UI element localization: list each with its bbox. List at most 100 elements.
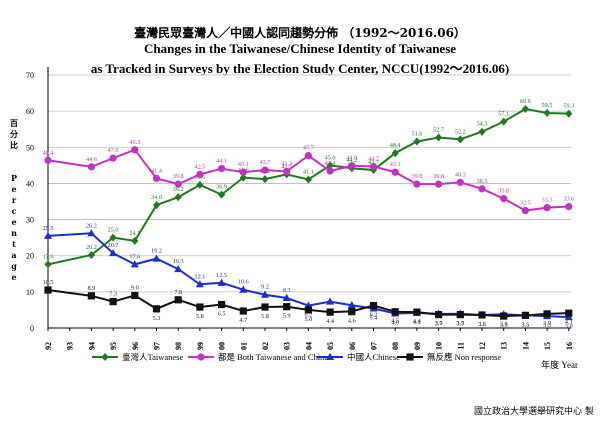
- y-label-char: a: [11, 250, 17, 260]
- data-label: 60.6: [520, 98, 531, 105]
- series-3: 10.5 8.9 7.3 9.0 5.3 7.8 5.8 6.5 4.7 5.8 5.9 5.0 4.4…: [43, 279, 573, 329]
- data-point: [196, 170, 204, 178]
- data-point: [261, 175, 269, 184]
- data-point: [283, 167, 291, 176]
- y-tick-label: 50: [26, 143, 34, 152]
- data-point: [500, 117, 508, 126]
- legend-entry: 都是 Both Taiwanese and Chinese: [188, 352, 336, 362]
- legend-entry: 臺灣人Taiwanese: [92, 352, 183, 362]
- data-label: 17.6: [43, 253, 54, 260]
- legend-label: 都是 Both Taiwanese and Chinese: [218, 352, 336, 362]
- data-point: [87, 229, 96, 237]
- y-tick-label: 0: [30, 324, 34, 333]
- series-line: [47, 289, 569, 318]
- data-label: 43.7: [260, 159, 271, 166]
- data-label: 46.4: [43, 149, 54, 156]
- data-label: 4.1: [565, 319, 573, 326]
- data-label: 26.2: [86, 222, 97, 229]
- data-point: [131, 146, 139, 154]
- chart-title-zh: 臺灣民眾臺灣人／中國人認同趨勢分佈 （1992～2016.06）: [134, 26, 466, 40]
- data-label: 4.2: [413, 319, 421, 326]
- data-label: 52.7: [433, 127, 444, 134]
- data-label: 43.7: [368, 159, 379, 166]
- data-label: 20.2: [86, 244, 97, 251]
- data-point: [44, 260, 52, 269]
- data-point: [500, 312, 508, 320]
- data-label: 47.0: [108, 147, 119, 154]
- data-point: [196, 180, 204, 189]
- data-point: [391, 149, 399, 158]
- data-label: 3.9: [435, 320, 443, 327]
- data-point: [261, 290, 269, 298]
- data-point: [131, 236, 139, 245]
- data-point: [282, 293, 291, 302]
- data-label: 6.2: [305, 312, 313, 319]
- data-label: 33.3: [542, 197, 553, 204]
- data-label: 4.5: [391, 318, 399, 325]
- y-label-char: n: [11, 228, 17, 238]
- data-label: 3.5: [522, 321, 530, 328]
- chart-title-en-line1: Changes in the Taiwanese/Chinese Identit…: [143, 41, 457, 56]
- y-label-char: 分: [10, 129, 18, 139]
- legend-label: 中國人Chinese: [347, 352, 400, 362]
- data-point: [174, 264, 183, 273]
- data-label: 10.6: [238, 279, 249, 286]
- data-point: [174, 180, 182, 188]
- data-point: [130, 260, 139, 268]
- series-line: [47, 107, 569, 266]
- data-label: 41.4: [151, 167, 162, 174]
- data-label: 7.3: [109, 291, 117, 298]
- data-point: [44, 286, 52, 294]
- data-point: [413, 180, 421, 188]
- data-point: [239, 285, 248, 293]
- data-label: 42.5: [194, 163, 205, 170]
- legend-entry: 中國人Chinese: [317, 352, 400, 362]
- data-point: [304, 175, 312, 184]
- data-label: 48.4: [390, 142, 401, 149]
- data-label: 49.3: [129, 139, 140, 146]
- data-point: [406, 353, 414, 361]
- data-point: [413, 308, 421, 316]
- data-point: [543, 310, 551, 318]
- x-tick-label: 15: [543, 342, 552, 350]
- data-label: 5.3: [153, 315, 161, 322]
- data-point: [369, 301, 378, 310]
- data-label: 3.9: [543, 320, 551, 327]
- grid-lines: [48, 74, 571, 329]
- data-point: [478, 185, 486, 193]
- y-tick-label: 30: [26, 216, 34, 225]
- data-point: [109, 154, 117, 162]
- data-label: 5.4: [370, 314, 378, 321]
- data-label: 40.3: [455, 171, 466, 178]
- y-label-char: g: [11, 261, 17, 271]
- data-label: 3.6: [478, 321, 486, 328]
- data-label: 10.5: [43, 279, 54, 286]
- data-point: [87, 292, 95, 300]
- data-label: 51.6: [411, 131, 422, 138]
- series-layer: 17.620.225.024.134.036.239.636.941.641.2…: [43, 98, 575, 330]
- data-label: 8.9: [88, 285, 96, 292]
- data-point: [326, 161, 334, 170]
- data-point: [87, 250, 95, 259]
- x-tick-label: 97: [153, 342, 162, 350]
- x-tick-label: 03: [283, 342, 292, 350]
- data-label: 8.3: [283, 287, 291, 294]
- data-label: 4.6: [348, 317, 356, 324]
- y-label-char: c: [11, 206, 17, 216]
- data-label: 25.5: [43, 225, 54, 232]
- data-point: [347, 301, 356, 309]
- x-tick-label: 10: [435, 342, 444, 350]
- data-label: 59.3: [563, 103, 574, 110]
- data-label: 43.4: [325, 160, 336, 167]
- x-tick-label: 01: [239, 342, 248, 350]
- data-point: [326, 297, 335, 305]
- data-label: 54.3: [477, 121, 488, 128]
- x-tick-label: 98: [174, 342, 183, 350]
- data-point: [195, 280, 204, 288]
- data-point: [152, 305, 161, 313]
- legend: 臺灣人Taiwanese 都是 Both Taiwanese and Chines…: [92, 352, 501, 362]
- data-label: 43.3: [281, 161, 292, 168]
- data-point: [413, 137, 421, 146]
